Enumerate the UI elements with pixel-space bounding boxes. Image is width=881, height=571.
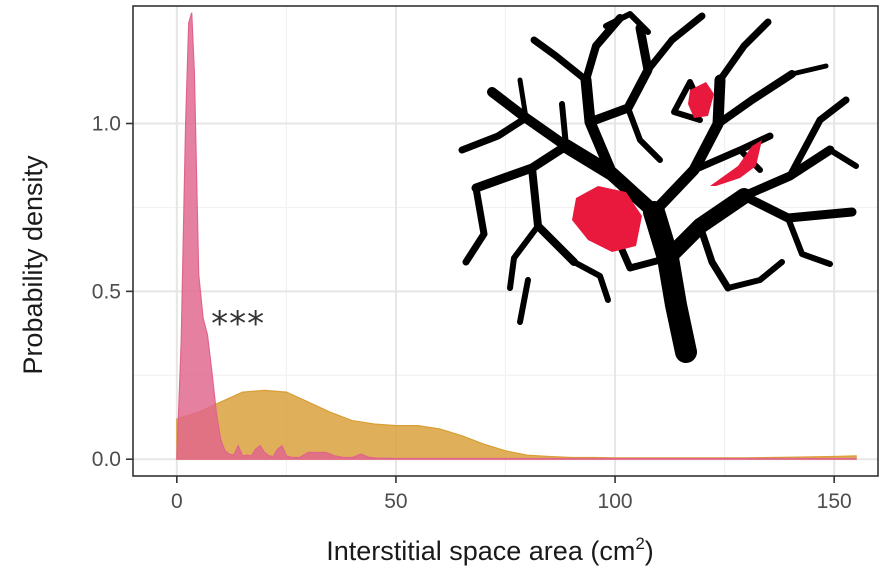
x-axis-title-main: Interstitial space area (cm: [326, 536, 635, 566]
x-tick-label: 100: [598, 490, 633, 513]
x-axis-title-suffix: ): [645, 536, 654, 566]
x-axis-title-superscript: 2: [635, 534, 644, 553]
tick-layer: 0 50 100 150 0.0 0.5 1.0: [92, 113, 852, 514]
density-area-2: [176, 12, 857, 460]
x-tick-label: 50: [384, 490, 407, 513]
y-tick-label: 1.0: [92, 113, 121, 136]
highlight-gap-left: [572, 186, 642, 252]
significance-annotation: ***: [211, 304, 265, 344]
density-area-1: [176, 389, 857, 460]
series-layer: [176, 12, 857, 460]
y-tick-label: 0.0: [92, 448, 121, 471]
x-tick-label: 0: [171, 490, 183, 513]
tree-illustration: [458, 11, 859, 363]
y-axis-title: Probability density: [18, 155, 48, 375]
highlight-gap-top: [688, 82, 714, 118]
y-tick-label: 0.5: [92, 280, 121, 303]
highlight-gap-right: [710, 140, 762, 186]
panel-border: [132, 5, 879, 477]
x-axis-title: Interstitial space area (cm2): [326, 534, 654, 566]
x-tick-label: 150: [817, 490, 852, 513]
